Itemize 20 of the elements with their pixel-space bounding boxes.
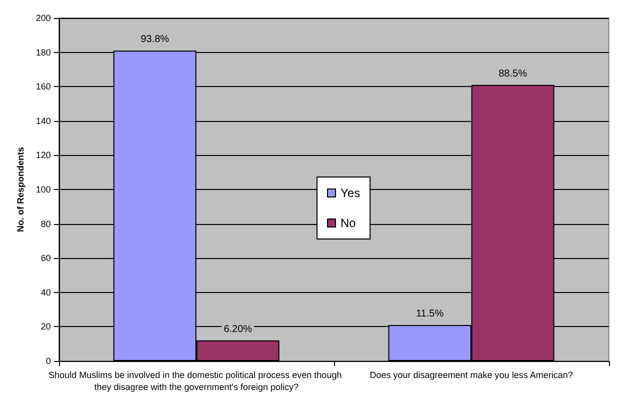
y-tick-label: 180 — [36, 47, 51, 58]
y-tick-label: 160 — [36, 82, 51, 92]
annotation: 6.20% — [224, 324, 252, 335]
y-tick-label: 40 — [40, 287, 51, 298]
y-tick-label: 120 — [36, 150, 51, 160]
y-axis-title: No. of Respondents — [16, 147, 26, 232]
annotation: 11.5% — [416, 308, 444, 320]
y-tick-label: 0 — [46, 356, 51, 366]
y-tick-label: 140 — [36, 116, 51, 126]
y-tick-label: 200 — [36, 13, 51, 23]
y-tick-label: 60 — [40, 253, 51, 264]
legend-label: No — [340, 216, 356, 230]
x-tick-label: Does your disagreement make you less American? — [370, 370, 573, 380]
x-tick-label: Should Muslims be involved in the domestic political process even though they disagree with the government's foreign policy? — [48, 370, 344, 392]
y-tick-label: 80 — [40, 218, 51, 229]
y-tick-label: 20 — [40, 322, 51, 332]
y-tick-label: 100 — [36, 184, 51, 194]
annotation: 93.8% — [140, 34, 170, 46]
annotation: 88.5% — [498, 68, 528, 80]
legend-label: Yes — [340, 186, 360, 200]
